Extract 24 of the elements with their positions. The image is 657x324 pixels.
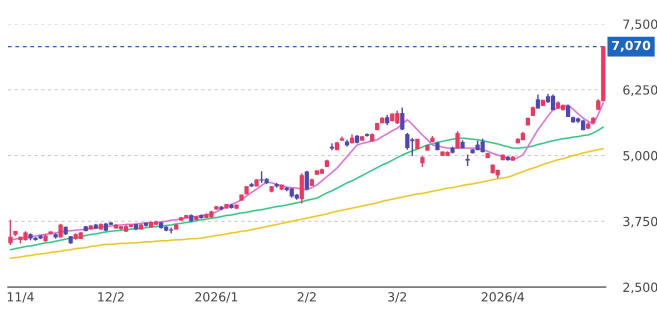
candlestick — [420, 155, 424, 168]
y-tick-label: 6,250 — [623, 85, 657, 96]
candlestick — [304, 170, 309, 191]
x-tick-label: 3/2 — [388, 292, 406, 303]
line-series — [10, 126, 604, 250]
y-tick-label: 3,750 — [623, 216, 657, 228]
x-tick-label: 12/2 — [98, 292, 124, 303]
y-tick-label: 2,500 — [623, 282, 657, 294]
candlestick — [300, 172, 304, 204]
candlestick — [58, 223, 63, 238]
x-tick-label: 11/4 — [8, 292, 34, 303]
y-tick-label: 5,000 — [623, 150, 657, 162]
candlestick — [566, 104, 570, 118]
candlestick — [536, 94, 540, 110]
ref-line-label: 7,070 — [612, 40, 650, 52]
candlestick — [455, 130, 460, 150]
x-tick-label: 2026/4 — [482, 292, 524, 303]
x-tick-label: 2026/1 — [195, 292, 238, 303]
candlestick — [8, 219, 13, 246]
candlestick — [400, 106, 404, 131]
candlestick — [385, 114, 390, 126]
line-series — [10, 148, 604, 259]
y-tick-label: 7,500 — [623, 19, 657, 30]
x-tick-label: 2/2 — [298, 292, 316, 303]
